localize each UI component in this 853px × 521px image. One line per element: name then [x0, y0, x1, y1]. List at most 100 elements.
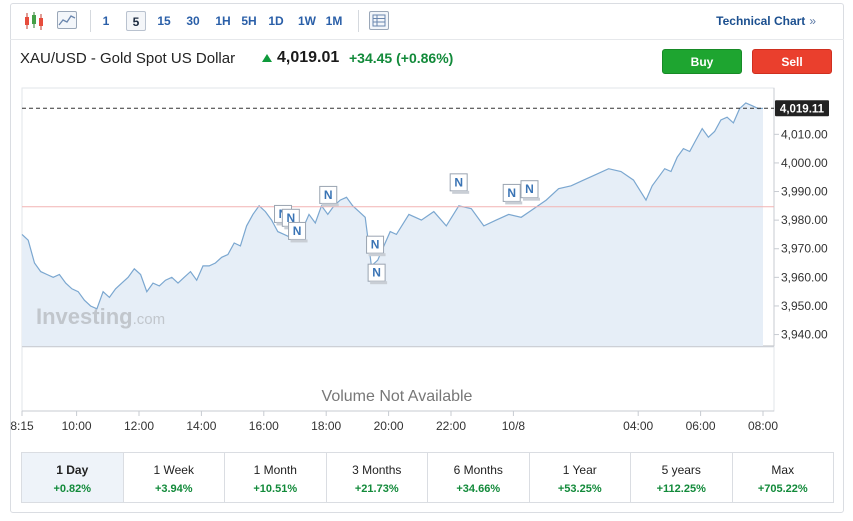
current-price-label: 4,019.11	[780, 103, 825, 115]
x-tick-label: 18:00	[311, 419, 341, 433]
news-marker[interactable]: N	[366, 235, 386, 257]
news-marker-label: N	[507, 186, 516, 200]
price-chart[interactable]: 4,010.00 4,000.00 3,990.00 3,980.00 3,970.00…	[0, 0, 853, 445]
current-price-tag	[775, 100, 829, 117]
news-marker[interactable]: N	[288, 221, 308, 243]
x-tick-label: 04:00	[623, 419, 653, 433]
up-arrow-icon	[262, 54, 272, 62]
news-marker[interactable]: N	[520, 180, 540, 201]
period-label: 1 Day	[56, 463, 89, 477]
period-tab[interactable]: 1 Year +53.25%	[530, 453, 631, 502]
y-tick-label: 4,010.00	[781, 127, 828, 141]
y-tick-label: 3,950.00	[781, 299, 828, 313]
chevron-right-icon: »	[809, 14, 816, 28]
candlestick-icon[interactable]	[23, 11, 45, 31]
x-tick-label: 8:15	[10, 419, 34, 433]
news-marker[interactable]: N	[502, 183, 523, 205]
period-tab[interactable]: 3 Months +21.73%	[327, 453, 428, 502]
news-marker[interactable]: N	[367, 263, 388, 285]
news-marker-shadow	[370, 281, 388, 285]
x-tick-label: 22:00	[436, 419, 466, 433]
timeframe-1m[interactable]: 1M	[325, 14, 343, 28]
news-marker-shadow	[505, 201, 523, 205]
period-tab[interactable]: 1 Week +3.94%	[124, 453, 225, 502]
period-label: 1 Year	[562, 463, 597, 477]
period-change: +3.94%	[154, 483, 193, 495]
period-change: +53.25%	[557, 483, 602, 495]
period-tab[interactable]: 1 Month +10.51%	[225, 453, 327, 502]
table-icon[interactable]	[369, 11, 389, 30]
period-tab[interactable]: 1 Day +0.82%	[22, 453, 124, 502]
timeframe-30[interactable]: 30	[186, 14, 200, 28]
symbol-name: XAU/USD - Gold Spot US Dollar	[20, 50, 236, 67]
change-percent: (+0.86%)	[396, 50, 454, 66]
period-change: +21.73%	[354, 483, 399, 495]
performance-periods: 1 Day +0.82% 1 Week +3.94% 1 Month +10.51% 3 M…	[21, 452, 834, 503]
news-marker-label: N	[525, 182, 534, 196]
x-tick-label: 06:00	[686, 419, 716, 433]
news-marker-shadow	[321, 203, 339, 207]
timeframe-1w[interactable]: 1W	[298, 14, 316, 28]
toolbar-separator	[358, 10, 359, 32]
period-label: 1 Month	[253, 463, 297, 477]
period-label: 3 Months	[352, 463, 402, 477]
x-tick-label: 08:00	[748, 419, 778, 433]
change-value: +34.45	[349, 50, 393, 66]
timeframe-15[interactable]: 15	[157, 14, 171, 28]
news-marker[interactable]: N	[449, 173, 470, 194]
period-change: +705.22%	[757, 483, 808, 495]
period-change: +0.82%	[53, 483, 92, 495]
x-tick-label: 10:00	[62, 419, 92, 433]
period-label: Max	[771, 463, 795, 477]
period-label: 1 Week	[153, 463, 194, 477]
timeframe-1d[interactable]: 1D	[268, 14, 284, 28]
timeframe-1h[interactable]: 1H	[215, 14, 231, 28]
period-label: 5 years	[661, 463, 701, 477]
sell-button[interactable]: Sell	[752, 49, 832, 74]
x-tick-label: 20:00	[374, 419, 404, 433]
buy-button[interactable]: Buy	[662, 49, 742, 74]
y-tick-label: 3,970.00	[781, 242, 828, 256]
news-marker[interactable]: N	[319, 185, 339, 207]
x-tick-label: 14:00	[186, 419, 216, 433]
toolbar-separator	[90, 10, 91, 32]
news-marker-label: N	[286, 211, 295, 225]
timeframe-5h[interactable]: 5H	[241, 14, 257, 28]
period-tab[interactable]: Max +705.22%	[733, 453, 834, 502]
timeframe-1[interactable]: 1	[102, 14, 110, 28]
news-marker-label: N	[293, 224, 302, 238]
y-tick-label: 4,000.00	[781, 156, 828, 170]
price-line	[21, 102, 764, 310]
x-tick-label: 10/8	[502, 419, 526, 433]
watermark-suffix: .com	[133, 311, 166, 328]
news-marker-shadow	[368, 253, 386, 257]
timeframe-5[interactable]: 5	[126, 11, 146, 31]
x-tick-label: 12:00	[124, 419, 154, 433]
y-tick-label: 3,990.00	[781, 185, 828, 199]
period-change: +112.25%	[656, 483, 706, 495]
watermark-brand: Investing	[36, 304, 133, 329]
period-tab[interactable]: 5 years +112.25%	[631, 453, 733, 502]
last-price: 4,019.01	[277, 49, 340, 66]
news-marker-label: N	[454, 175, 463, 189]
period-change: +10.51%	[253, 483, 298, 495]
period-change: +34.66%	[456, 483, 501, 495]
price-change: +34.45 (+0.86%)	[349, 50, 453, 66]
technical-chart-link[interactable]: Technical Chart»	[716, 14, 816, 28]
y-tick-label: 3,940.00	[781, 328, 828, 342]
y-tick-label: 3,960.00	[781, 270, 828, 284]
x-tick-label: 16:00	[249, 419, 279, 433]
y-tick-label: 3,980.00	[781, 213, 828, 227]
period-tab[interactable]: 6 Months +34.66%	[428, 453, 530, 502]
news-marker-shadow	[523, 197, 540, 201]
news-marker-label: N	[324, 188, 333, 202]
toolbar: 1 5 15 30 1H 5H 1D 1W 1M Technical Chart»	[10, 3, 844, 40]
news-marker-label: N	[371, 238, 380, 252]
area-chart-icon[interactable]	[57, 11, 77, 29]
watermark: Investing.com	[36, 304, 165, 329]
price-area	[22, 102, 763, 347]
news-marker-shadow	[452, 190, 470, 194]
technical-chart-label: Technical Chart	[716, 14, 806, 28]
volume-note: Volume Not Available	[322, 388, 473, 405]
news-marker-shadow	[290, 239, 308, 243]
